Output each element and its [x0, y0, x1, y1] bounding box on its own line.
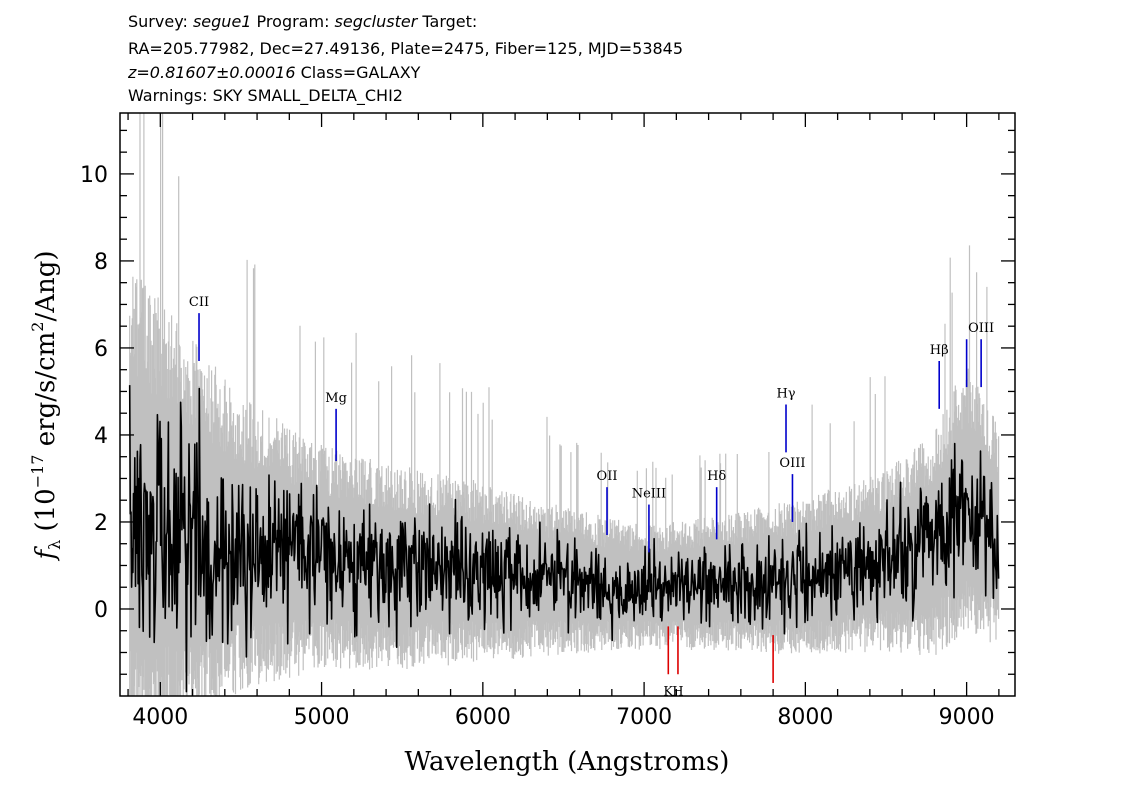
x-tick-label: 5000	[294, 705, 350, 730]
x-tick-label: 9000	[939, 705, 995, 730]
noise-envelope	[129, 113, 1000, 696]
x-tick-label: 7000	[616, 705, 672, 730]
y-tick-label: 2	[94, 511, 108, 536]
flux-series	[128, 385, 1000, 693]
emission-line-label: NeIII	[632, 487, 666, 502]
header-line-survey: Survey: segue1 Program: segcluster Targe…	[128, 12, 478, 31]
noise-envelope-path	[129, 113, 1000, 696]
header-line-warnings: Warnings: SKY SMALL_DELTA_CHI2	[128, 86, 403, 105]
x-tick-label: 8000	[777, 705, 833, 730]
absorption-line-label: K	[663, 685, 673, 700]
emission-line-label: OII	[597, 469, 618, 484]
emission-line-label: OIII	[968, 321, 994, 336]
y-axis-title: fλ (10−17 erg/s/cm2/Ang)	[28, 250, 64, 561]
emission-line-label: Hβ	[930, 343, 949, 358]
header-line-redshift: z=0.81607±0.00016 Class=GALAXY	[128, 63, 421, 82]
program-value: segcluster	[334, 12, 418, 31]
y-tick-label: 0	[94, 598, 108, 623]
header-line-coords: RA=205.77982, Dec=27.49136, Plate=2475, …	[128, 39, 684, 58]
flux-line	[128, 385, 1000, 693]
y-tick-label: 4	[94, 424, 108, 449]
emission-line-label: CII	[189, 295, 209, 310]
axis-ticks: 4000 5000 6000 7000 8000 9000 0 2 4 6 8 10	[80, 113, 1015, 730]
emission-line-label: Hγ	[776, 387, 795, 402]
plot-frame	[119, 112, 1016, 697]
y-tick-label: 10	[80, 163, 108, 188]
absorption-line-label: H	[672, 685, 683, 700]
emission-line-label: OIII	[779, 456, 805, 471]
survey-value: segue1	[192, 12, 252, 31]
spectral-lines: CII Mg OII NeIII Hδ Hγ OIII Hβ OIII K H	[189, 295, 994, 699]
x-tick-label: 6000	[455, 705, 511, 730]
emission-line-label: Hδ	[707, 469, 726, 484]
redshift-value: z=0.81607±0.00016	[128, 63, 296, 82]
y-tick-label: 6	[94, 337, 108, 362]
y-tick-label: 8	[94, 250, 108, 275]
x-tick-label: 4000	[132, 705, 188, 730]
x-axis-title: Wavelength (Angstroms)	[405, 747, 730, 777]
emission-line-label: Mg	[325, 391, 347, 406]
